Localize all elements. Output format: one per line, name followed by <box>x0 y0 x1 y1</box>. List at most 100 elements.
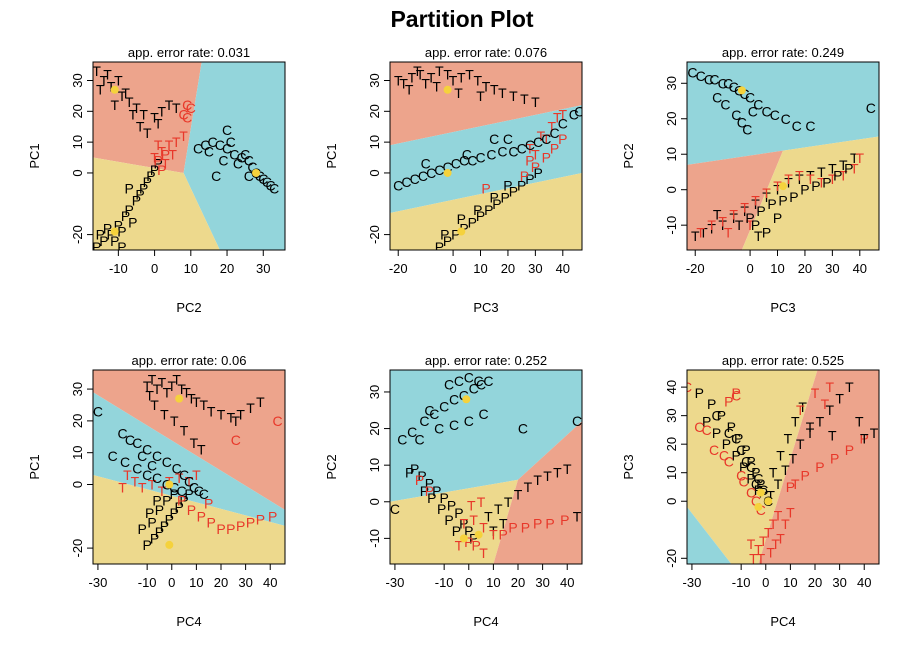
data-point-t: T <box>749 550 758 566</box>
data-point-t: T <box>227 410 236 426</box>
data-point-t: T <box>531 146 540 162</box>
y-tick-label: 20 <box>70 104 85 118</box>
data-point-c: C <box>761 104 771 120</box>
data-point-c: C <box>273 413 283 429</box>
panel-title: app. error rate: 0.031 <box>128 45 250 60</box>
x-tick-label: 0 <box>465 575 472 590</box>
y-tick-label: 30 <box>367 385 382 399</box>
class-centroid <box>779 182 787 191</box>
data-point-p: P <box>533 165 542 181</box>
x-tick-label: 10 <box>184 261 198 276</box>
data-point-p: P <box>92 239 101 255</box>
data-point-p: P <box>789 189 798 205</box>
data-point-t: T <box>150 397 159 413</box>
data-point-p: P <box>459 220 468 236</box>
data-point-c: C <box>736 442 746 458</box>
class-centroid <box>754 502 763 511</box>
data-point-p: P <box>469 530 478 546</box>
x-tick-label: 20 <box>501 261 515 276</box>
data-point-c: C <box>407 424 417 440</box>
data-point-c: C <box>434 421 444 437</box>
panel-frame <box>686 369 880 565</box>
data-point-t: T <box>774 508 783 524</box>
data-point-t: T <box>806 171 815 187</box>
data-point-p: P <box>476 208 485 224</box>
data-point-t: T <box>747 536 756 552</box>
data-point-p: P <box>420 483 429 499</box>
x-axis-label: PC3 <box>770 300 795 315</box>
data-point-t: T <box>806 168 815 184</box>
data-point-t: T <box>817 164 826 180</box>
data-point-p: P <box>216 521 225 537</box>
data-point-c: C <box>569 106 579 122</box>
data-point-p: P <box>481 180 490 196</box>
data-point-t: T <box>190 435 199 451</box>
x-tick-label: 10 <box>486 575 500 590</box>
panel-4-points: TTTTTTTTTTTTTTTTTTTTTTTTTTTTTTTTTTTTCCCC… <box>93 372 283 553</box>
data-point-p: P <box>558 131 567 147</box>
data-point-c: C <box>753 97 763 113</box>
y-tick-label: 10 <box>664 465 679 479</box>
data-point-p: P <box>845 442 854 458</box>
data-point-p: P <box>106 227 115 243</box>
data-point-p: P <box>811 178 820 194</box>
x-tick-label: 30 <box>238 575 252 590</box>
data-point-t: T <box>766 488 775 504</box>
data-point-p: P <box>125 180 134 196</box>
data-point-c: C <box>518 421 528 437</box>
data-point-t: T <box>796 436 805 452</box>
data-point-p: P <box>830 450 839 466</box>
data-point-p: P <box>767 196 776 212</box>
data-point-c: C <box>93 403 103 419</box>
data-point-t: T <box>773 182 782 198</box>
data-point-c: C <box>462 146 472 162</box>
data-point-t: T <box>473 72 482 88</box>
data-point-c: C <box>694 419 704 435</box>
data-point-p: P <box>707 396 716 412</box>
region-p <box>687 370 818 564</box>
data-point-t: T <box>713 207 722 223</box>
data-point-c: C <box>719 448 729 464</box>
data-point-t: T <box>158 143 167 159</box>
data-point-t: T <box>754 542 763 558</box>
data-point-t: T <box>828 160 837 176</box>
panel-title: app. error rate: 0.076 <box>425 45 547 60</box>
data-point-c: C <box>746 485 756 501</box>
data-point-t: T <box>559 106 568 122</box>
data-point-c: C <box>550 125 560 141</box>
region-c <box>687 506 732 564</box>
x-tick-label: -30 <box>386 575 405 590</box>
data-point-t: T <box>839 168 848 184</box>
class-centroid <box>756 488 765 497</box>
data-point-t: T <box>817 175 826 191</box>
data-point-c: C <box>475 150 485 166</box>
data-point-t: T <box>150 109 159 125</box>
data-point-t: T <box>231 413 240 429</box>
panel-3: CCCCCCCCCCCCCCCCCCCCCCCTTTTTTTTTTTTTTTTT… <box>621 45 880 315</box>
data-point-c: C <box>410 171 420 187</box>
data-point-t: T <box>435 63 444 79</box>
data-point-p: P <box>150 162 159 178</box>
data-point-t: T <box>811 385 820 401</box>
data-point-c: C <box>186 100 196 116</box>
data-point-t: T <box>798 399 807 415</box>
data-point-p: P <box>99 233 108 249</box>
y-tick-label: -20 <box>70 539 85 558</box>
data-point-c: C <box>393 177 403 193</box>
data-point-c: C <box>247 159 257 175</box>
data-point-c: C <box>132 435 142 451</box>
data-point-t: T <box>163 384 172 400</box>
panel-frame <box>389 369 583 565</box>
x-axis-label: PC3 <box>473 300 498 315</box>
y-axis-label: PC1 <box>27 454 42 479</box>
data-point-t: T <box>465 66 474 82</box>
data-point-c: C <box>179 467 189 483</box>
data-point-t: T <box>479 519 488 535</box>
y-tick-label: 0 <box>664 186 679 193</box>
data-point-p: P <box>435 239 444 255</box>
data-point-c: C <box>449 391 459 407</box>
data-point-p: P <box>751 217 760 233</box>
data-point-t: T <box>161 156 170 172</box>
data-point-c: C <box>194 483 204 499</box>
data-point-t: T <box>531 94 540 110</box>
